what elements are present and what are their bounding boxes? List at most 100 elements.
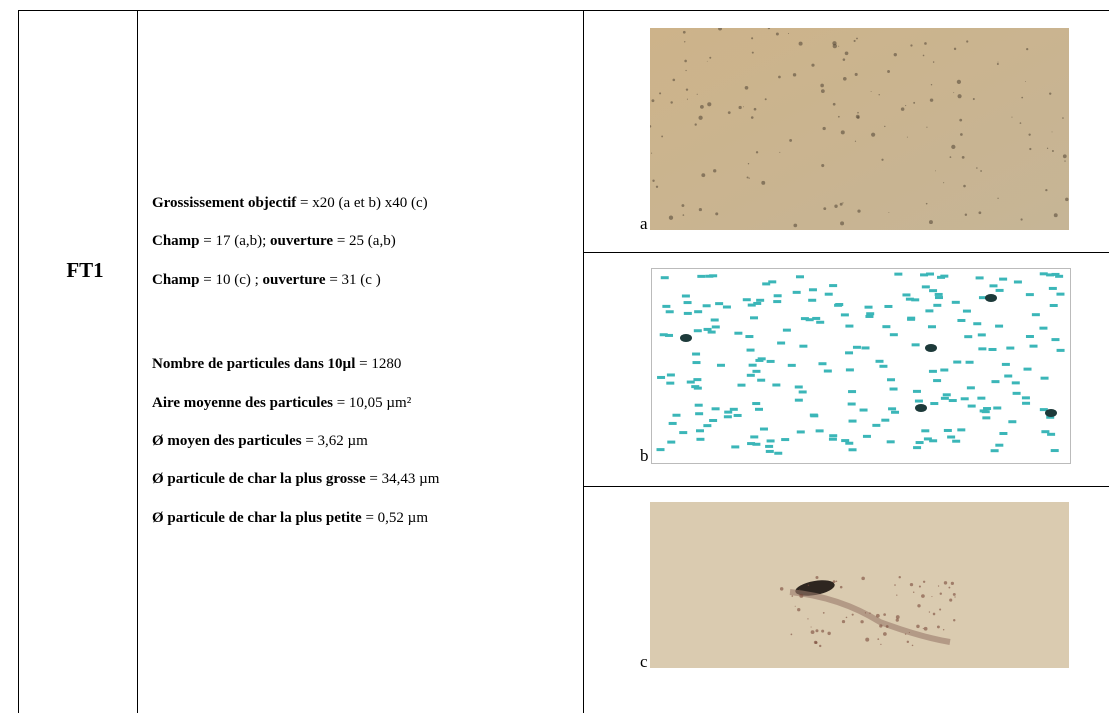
particle (911, 298, 920, 302)
particle (915, 441, 924, 445)
speckle (652, 179, 655, 182)
speckle (761, 180, 766, 185)
particle (1051, 338, 1060, 342)
particle (723, 415, 732, 419)
speckle (681, 204, 685, 207)
speckle (753, 107, 757, 111)
speckle (747, 163, 750, 165)
particle (680, 334, 692, 342)
particle (672, 413, 681, 417)
border (583, 252, 1109, 253)
particle (1012, 391, 1021, 395)
speckle (840, 130, 845, 135)
speckle (670, 101, 673, 104)
particle (722, 305, 731, 309)
particle (715, 302, 724, 306)
speckle (856, 116, 860, 119)
particle (660, 276, 669, 280)
particle (815, 429, 824, 433)
particle (800, 317, 809, 321)
speckle (1019, 122, 1022, 124)
particle (668, 421, 677, 425)
border (18, 10, 1109, 11)
speckle (791, 595, 794, 597)
particle (902, 293, 911, 297)
speckle (952, 592, 956, 596)
speckle (997, 197, 999, 199)
particle (964, 335, 973, 339)
text-line: Nombre de particules dans 10µl = 1280 (152, 356, 401, 373)
particle (724, 410, 733, 414)
particle (750, 435, 759, 439)
particle (845, 324, 854, 328)
particle (952, 439, 961, 443)
speckle (820, 89, 825, 93)
speckle (1021, 96, 1024, 99)
particle (755, 358, 764, 362)
particle (693, 329, 702, 333)
particle (940, 396, 949, 400)
particle (1011, 381, 1020, 385)
speckle (764, 98, 767, 101)
particle (809, 413, 818, 417)
particle (829, 434, 838, 438)
speckle (821, 629, 825, 633)
speckle (684, 59, 687, 63)
field-value: = 0,52 µm (361, 510, 428, 526)
speckle (925, 202, 928, 205)
speckle (875, 613, 880, 618)
particle (795, 275, 804, 279)
particle (731, 445, 740, 449)
particle (747, 442, 756, 446)
particle (805, 318, 814, 322)
speckle (960, 133, 963, 136)
speckle (686, 98, 688, 100)
speckle (912, 591, 915, 593)
speckle (997, 61, 999, 63)
speckle (835, 580, 838, 583)
particle (891, 410, 900, 414)
speckle (709, 56, 712, 59)
speckle (682, 30, 686, 34)
particle (774, 451, 783, 455)
speckle (854, 140, 857, 142)
speckle (820, 83, 824, 88)
particle (905, 297, 914, 301)
particle (934, 296, 943, 300)
particle (659, 333, 668, 337)
speckle (910, 44, 913, 47)
speckle (844, 51, 849, 56)
speckle (922, 580, 926, 583)
speckle (1051, 150, 1054, 153)
particle (757, 378, 766, 382)
particle (737, 383, 746, 387)
particle (948, 399, 957, 403)
particle (882, 325, 891, 329)
speckle (922, 54, 925, 57)
particle (759, 427, 768, 431)
speckle (746, 176, 749, 179)
particle (692, 352, 701, 356)
particle (1004, 374, 1013, 378)
field-value: = 1280 (355, 356, 402, 372)
particle (799, 344, 808, 348)
particle (907, 317, 916, 321)
border (137, 10, 138, 713)
speckle (822, 126, 826, 131)
particle (1046, 415, 1055, 419)
particle (951, 300, 960, 304)
particle (1046, 273, 1055, 277)
particle (923, 437, 932, 441)
speckle (883, 632, 887, 636)
particle (933, 379, 942, 383)
speckle (718, 28, 722, 31)
particle (772, 383, 781, 387)
speckle (883, 613, 886, 616)
speckle (906, 136, 908, 138)
particle (665, 310, 674, 314)
particle (746, 373, 755, 377)
particle (750, 316, 759, 320)
particle (1029, 344, 1038, 348)
particle (808, 298, 817, 302)
speckle (810, 626, 812, 628)
